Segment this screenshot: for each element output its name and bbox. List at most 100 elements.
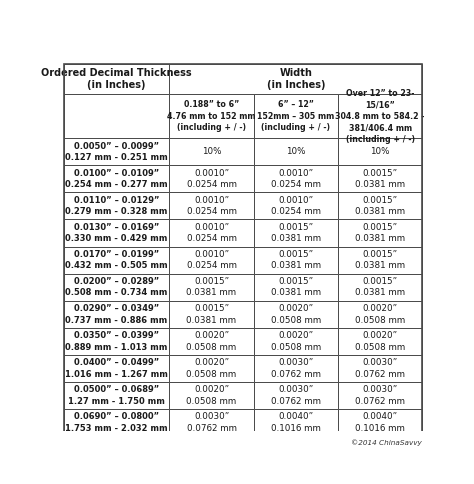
Bar bbox=[169, 355, 254, 382]
Bar bbox=[338, 219, 422, 246]
Bar bbox=[64, 382, 169, 409]
Text: Width
(in Inches): Width (in Inches) bbox=[266, 68, 325, 91]
Bar bbox=[64, 193, 169, 219]
Text: 0.0010”
0.0254 mm: 0.0010” 0.0254 mm bbox=[271, 196, 321, 216]
Text: 0.0020”
0.0508 mm: 0.0020” 0.0508 mm bbox=[186, 358, 237, 378]
Bar bbox=[254, 301, 338, 328]
Bar bbox=[254, 193, 338, 219]
Text: 0.0350” – 0.0399”
0.889 mm - 1.013 mm: 0.0350” – 0.0399” 0.889 mm - 1.013 mm bbox=[65, 331, 168, 352]
Bar bbox=[64, 328, 169, 355]
Text: 0.0015”
0.0381 mm: 0.0015” 0.0381 mm bbox=[355, 168, 405, 189]
Bar bbox=[254, 273, 338, 301]
Bar bbox=[338, 246, 422, 273]
Bar bbox=[338, 138, 422, 166]
Bar bbox=[64, 166, 169, 193]
Bar bbox=[64, 409, 169, 436]
Text: 0.0500” – 0.0689”
1.27 mm - 1.750 mm: 0.0500” – 0.0689” 1.27 mm - 1.750 mm bbox=[68, 385, 165, 406]
Text: 10%: 10% bbox=[202, 147, 221, 156]
Text: 0.0030”
0.0762 mm: 0.0030” 0.0762 mm bbox=[187, 412, 237, 433]
Text: 10%: 10% bbox=[286, 147, 306, 156]
Bar bbox=[169, 166, 254, 193]
Text: 0.0015”
0.0381 mm: 0.0015” 0.0381 mm bbox=[271, 223, 321, 243]
Text: 0.0010”
0.0254 mm: 0.0010” 0.0254 mm bbox=[187, 196, 237, 216]
Text: 0.0015”
0.0381 mm: 0.0015” 0.0381 mm bbox=[355, 196, 405, 216]
Bar bbox=[338, 166, 422, 193]
Bar bbox=[254, 166, 338, 193]
Bar bbox=[338, 193, 422, 219]
Text: 0.0015”
0.0381 mm: 0.0015” 0.0381 mm bbox=[355, 277, 405, 298]
Text: 0.0130” – 0.0169”
0.330 mm - 0.429 mm: 0.0130” – 0.0169” 0.330 mm - 0.429 mm bbox=[65, 223, 168, 243]
Bar bbox=[64, 64, 169, 94]
Bar bbox=[64, 301, 169, 328]
Text: 0.0040”
0.1016 mm: 0.0040” 0.1016 mm bbox=[355, 412, 405, 433]
Bar bbox=[338, 328, 422, 355]
Text: 0.0110” – 0.0129”
0.279 mm - 0.328 mm: 0.0110” – 0.0129” 0.279 mm - 0.328 mm bbox=[65, 196, 168, 216]
Bar bbox=[338, 355, 422, 382]
Text: 0.0010”
0.0254 mm: 0.0010” 0.0254 mm bbox=[271, 168, 321, 189]
Text: 0.0020”
0.0508 mm: 0.0020” 0.0508 mm bbox=[186, 331, 237, 352]
Text: 0.0020”
0.0508 mm: 0.0020” 0.0508 mm bbox=[355, 304, 405, 325]
Text: Over 12” to 23-
15/16”
304.8 mm to 584.2 -
381/406.4 mm
(including + / -): Over 12” to 23- 15/16” 304.8 mm to 584.2… bbox=[336, 89, 425, 144]
Text: 0.0030”
0.0762 mm: 0.0030” 0.0762 mm bbox=[271, 358, 321, 378]
Text: 0.0050” – 0.0099”
0.127 mm - 0.251 mm: 0.0050” – 0.0099” 0.127 mm - 0.251 mm bbox=[65, 141, 168, 162]
Bar bbox=[169, 94, 254, 138]
Bar bbox=[169, 193, 254, 219]
Text: 0.0015”
0.0381 mm: 0.0015” 0.0381 mm bbox=[186, 304, 237, 325]
Bar bbox=[254, 355, 338, 382]
Bar bbox=[254, 382, 338, 409]
Text: 0.0015”
0.0381 mm: 0.0015” 0.0381 mm bbox=[271, 277, 321, 298]
Text: 0.0030”
0.0762 mm: 0.0030” 0.0762 mm bbox=[355, 385, 405, 406]
Bar bbox=[169, 409, 254, 436]
Bar bbox=[338, 273, 422, 301]
Text: 0.0400” – 0.0499”
1.016 mm - 1.267 mm: 0.0400” – 0.0499” 1.016 mm - 1.267 mm bbox=[65, 358, 168, 378]
Bar bbox=[254, 328, 338, 355]
Text: 0.0030”
0.0762 mm: 0.0030” 0.0762 mm bbox=[271, 385, 321, 406]
Text: 0.0020”
0.0508 mm: 0.0020” 0.0508 mm bbox=[355, 331, 405, 352]
Bar bbox=[64, 219, 169, 246]
Text: 0.0015”
0.0381 mm: 0.0015” 0.0381 mm bbox=[186, 277, 237, 298]
Bar bbox=[254, 219, 338, 246]
Text: 0.0020”
0.0508 mm: 0.0020” 0.0508 mm bbox=[186, 385, 237, 406]
Text: ©2014 ChinaSavvy: ©2014 ChinaSavvy bbox=[351, 439, 422, 446]
Text: 0.0020”
0.0508 mm: 0.0020” 0.0508 mm bbox=[271, 331, 321, 352]
Bar bbox=[169, 328, 254, 355]
Text: 6” – 12”
152mm – 305 mm
(including + / -): 6” – 12” 152mm – 305 mm (including + / -… bbox=[257, 100, 335, 132]
Text: 0.188” to 6”
4.76 mm to 152 mm
(including + / -): 0.188” to 6” 4.76 mm to 152 mm (includin… bbox=[167, 100, 256, 132]
Text: 0.0100” – 0.0109”
0.254 mm - 0.277 mm: 0.0100” – 0.0109” 0.254 mm - 0.277 mm bbox=[65, 168, 168, 189]
Text: 10%: 10% bbox=[370, 147, 390, 156]
Text: 0.0690” – 0.0800”
1.753 mm - 2.032 mm: 0.0690” – 0.0800” 1.753 mm - 2.032 mm bbox=[65, 412, 168, 433]
Bar bbox=[64, 355, 169, 382]
Bar bbox=[254, 94, 338, 138]
Text: 0.0015”
0.0381 mm: 0.0015” 0.0381 mm bbox=[355, 250, 405, 271]
Bar bbox=[254, 246, 338, 273]
Text: 0.0040”
0.1016 mm: 0.0040” 0.1016 mm bbox=[271, 412, 321, 433]
Bar bbox=[64, 273, 169, 301]
Text: Ordered Decimal Thickness
(in Inches): Ordered Decimal Thickness (in Inches) bbox=[41, 68, 192, 91]
Text: 0.0015”
0.0381 mm: 0.0015” 0.0381 mm bbox=[355, 223, 405, 243]
Bar bbox=[169, 301, 254, 328]
Text: 0.0015”
0.0381 mm: 0.0015” 0.0381 mm bbox=[271, 250, 321, 271]
Text: 0.0020”
0.0508 mm: 0.0020” 0.0508 mm bbox=[271, 304, 321, 325]
Bar bbox=[254, 138, 338, 166]
Text: 0.0010”
0.0254 mm: 0.0010” 0.0254 mm bbox=[187, 250, 237, 271]
Bar bbox=[169, 382, 254, 409]
Text: 0.0010”
0.0254 mm: 0.0010” 0.0254 mm bbox=[187, 168, 237, 189]
Bar bbox=[169, 64, 422, 94]
Bar bbox=[64, 94, 169, 138]
Bar bbox=[338, 94, 422, 138]
Bar bbox=[338, 382, 422, 409]
Text: 0.0010”
0.0254 mm: 0.0010” 0.0254 mm bbox=[187, 223, 237, 243]
Bar bbox=[254, 409, 338, 436]
Bar bbox=[169, 273, 254, 301]
Text: 0.0170” – 0.0199”
0.432 mm - 0.505 mm: 0.0170” – 0.0199” 0.432 mm - 0.505 mm bbox=[65, 250, 168, 271]
Bar bbox=[64, 246, 169, 273]
Bar bbox=[169, 138, 254, 166]
Bar bbox=[169, 219, 254, 246]
Text: 0.0030”
0.0762 mm: 0.0030” 0.0762 mm bbox=[355, 358, 405, 378]
Text: 0.0200” – 0.0289”
0.508 mm - 0.734 mm: 0.0200” – 0.0289” 0.508 mm - 0.734 mm bbox=[65, 277, 168, 298]
Bar bbox=[338, 301, 422, 328]
Text: 0.0290” – 0.0349”
0.737 mm - 0.886 mm: 0.0290” – 0.0349” 0.737 mm - 0.886 mm bbox=[65, 304, 168, 325]
Bar bbox=[64, 138, 169, 166]
Bar bbox=[169, 246, 254, 273]
Bar bbox=[338, 409, 422, 436]
